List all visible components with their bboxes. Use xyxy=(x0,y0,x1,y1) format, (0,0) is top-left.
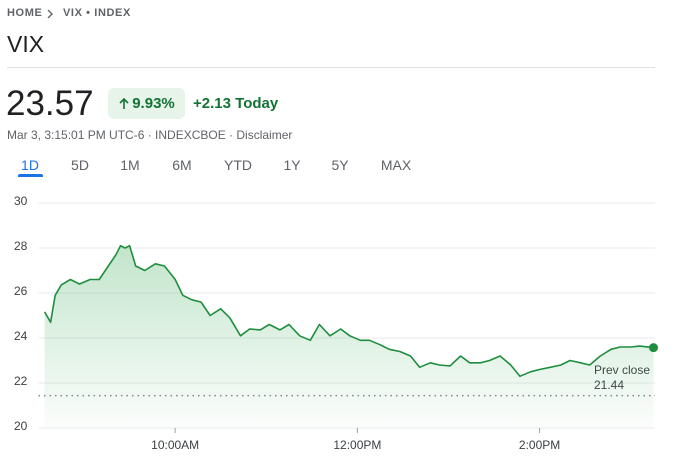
change-period: Today xyxy=(235,95,279,112)
y-tick-label: 22 xyxy=(14,374,28,388)
change-badge: 9.93% xyxy=(108,88,185,119)
meta: Mar 3, 3:15:01 PM UTC-6 · INDEXCBOE · Di… xyxy=(7,128,293,142)
x-tick-label: 12:00PM xyxy=(333,438,381,452)
change-percent: 9.93% xyxy=(132,95,175,112)
breadcrumb-home[interactable]: HOME xyxy=(7,7,43,19)
divider xyxy=(7,67,655,68)
x-tick-label: 2:00PM xyxy=(519,438,560,452)
line xyxy=(43,244,654,378)
range-tab[interactable]: 6M xyxy=(172,157,192,173)
range-tab[interactable]: 5Y xyxy=(331,157,349,173)
range-tab[interactable]: 1Y xyxy=(283,157,301,173)
x-tick-label: 10:00AM xyxy=(151,438,199,452)
y-tick-label: 26 xyxy=(14,284,28,298)
breadcrumb-current: VIX • INDEX xyxy=(63,7,131,19)
last-point xyxy=(648,343,658,353)
y-tick-label: 20 xyxy=(14,419,28,433)
y-tick-label: 28 xyxy=(14,239,28,253)
chevron xyxy=(47,9,53,19)
change-value: +2.13 xyxy=(193,95,231,112)
area xyxy=(44,245,654,428)
range-tab[interactable]: MAX xyxy=(380,157,412,173)
range-tab[interactable]: 5D xyxy=(71,157,89,173)
title: VIX xyxy=(7,31,45,57)
y-tick-label: 24 xyxy=(14,329,28,343)
range-tab[interactable]: YTD xyxy=(224,157,252,173)
tab-underline xyxy=(18,174,43,177)
range-tab[interactable]: 1M xyxy=(120,157,140,173)
up-arrow xyxy=(119,97,129,109)
range-tab[interactable]: 1D xyxy=(21,157,39,173)
change: +2.13 Today xyxy=(193,95,278,112)
price: 23.57 xyxy=(6,84,94,123)
y-tick-label: 30 xyxy=(14,194,28,208)
